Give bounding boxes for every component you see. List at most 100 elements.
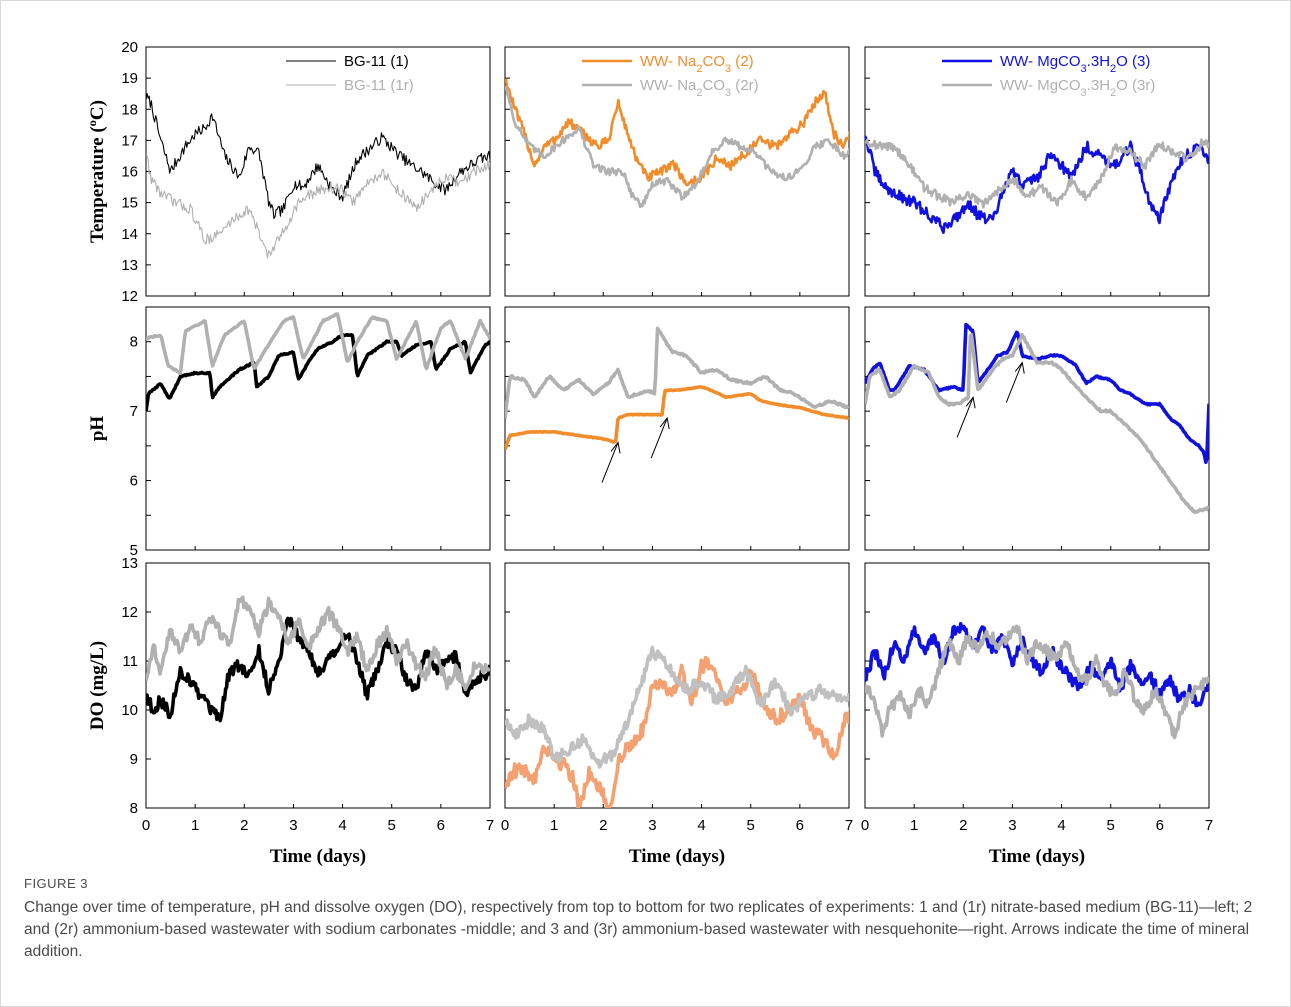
- plot-frame: [504, 46, 850, 297]
- x-tick-label: 2: [959, 817, 967, 834]
- series-line: [865, 624, 1209, 740]
- panel-ph-3: [864, 306, 1210, 551]
- x-tick-label: 3: [648, 817, 656, 834]
- y-tick-label: 16: [121, 164, 138, 181]
- x-tick-label: 7: [486, 817, 494, 834]
- arrow-head: [659, 416, 670, 430]
- y-tick-label: 14: [121, 226, 138, 243]
- y-tick-label: 10: [121, 702, 138, 719]
- series-line: [505, 85, 849, 209]
- y-axis-label: DO (mg/L): [87, 641, 108, 730]
- series-line: [505, 645, 849, 769]
- series-line: [865, 621, 1209, 708]
- panel-do-3: 0 1 2 3 4 5 6 7 Time (days): [861, 562, 1213, 867]
- y-tick-label: 11: [122, 653, 138, 670]
- x-tick-label: 3: [1008, 817, 1016, 834]
- series-line: [146, 595, 490, 692]
- legend-label: BG-11 (1r): [344, 77, 414, 94]
- series-line: [146, 92, 490, 219]
- panel-ph-2: [504, 306, 850, 551]
- mineral-addition-arrow: [956, 397, 974, 438]
- y-tick-label: 6: [130, 473, 138, 490]
- series-line: [146, 616, 490, 723]
- y-tick-label: 8: [130, 800, 138, 817]
- plot-frame: [864, 562, 1210, 809]
- legend-label: WW- MgCO3.3H2O (3): [1000, 53, 1150, 75]
- x-tick-label: 4: [338, 817, 346, 834]
- legend-label: WW- Na2CO3 (2): [640, 53, 754, 75]
- mineral-addition-arrow: [650, 417, 668, 459]
- x-tick-label: 6: [796, 817, 804, 834]
- figure-caption-block: FIGURE 3 Change over time of temperature…: [24, 876, 1269, 963]
- x-tick-label: 7: [845, 817, 853, 834]
- x-tick-label: 6: [437, 817, 445, 834]
- arrow-head: [1014, 361, 1025, 374]
- mineral-addition-arrow: [601, 442, 619, 483]
- figure-caption: Change over time of temperature, pH and …: [24, 899, 1253, 960]
- x-axis-label: Time (days): [270, 846, 366, 867]
- x-tick-label: 4: [697, 817, 705, 834]
- x-tick-label: 2: [599, 817, 607, 834]
- series-line: [505, 655, 849, 808]
- y-tick-label: 19: [121, 70, 138, 87]
- series-line: [865, 135, 1209, 234]
- x-tick-label: 4: [1057, 817, 1065, 834]
- x-axis-label: Time (days): [629, 846, 725, 867]
- x-tick-label: 0: [861, 817, 869, 834]
- plot-frame: [145, 306, 491, 551]
- x-tick-label: 1: [910, 817, 918, 834]
- x-tick-label: 2: [240, 817, 248, 834]
- x-tick-label: 3: [289, 817, 297, 834]
- plot-frame: [504, 306, 850, 551]
- y-tick-label: 7: [130, 403, 138, 420]
- x-tick-label: 5: [1107, 817, 1115, 834]
- series-line: [505, 78, 849, 187]
- mineral-addition-arrow: [1005, 362, 1023, 403]
- plot-frame: [145, 46, 491, 297]
- plot-frame: [864, 306, 1210, 551]
- y-tick-label: 9: [130, 751, 138, 768]
- series-line: [146, 312, 490, 376]
- y-axis-label: pH: [87, 416, 108, 442]
- series-line: [505, 326, 849, 419]
- arrow-head: [965, 396, 976, 409]
- plot-frame: [145, 562, 491, 809]
- panel-do-2: 0 1 2 3 4 5 6 7 Time (days): [501, 562, 853, 867]
- x-tick-label: 5: [747, 817, 755, 834]
- series-line: [505, 385, 849, 451]
- x-tick-label: 0: [142, 817, 150, 834]
- y-tick-label: 5: [130, 542, 138, 559]
- x-tick-label: 1: [191, 817, 199, 834]
- legend-label: WW- MgCO3.3H2O (3r): [1000, 77, 1155, 99]
- panel-ph-1: 5 6 7 8 pH: [87, 306, 491, 559]
- panel-temperature-2: WW- Na2CO3 (2)WW- Na2CO3 (2r): [504, 46, 850, 297]
- panel-temperature-1: 12 13 14 15 16 17 18 19 20 Temperature (ºC) BG-11 …: [87, 39, 491, 305]
- x-tick-label: 6: [1156, 817, 1164, 834]
- y-tick-label: 17: [121, 132, 138, 149]
- y-axis-label: Temperature (ºC): [87, 100, 108, 243]
- x-tick-label: 7: [1205, 817, 1213, 834]
- plot-frame: [864, 46, 1210, 297]
- legend-label: BG-11 (1): [344, 53, 409, 70]
- x-tick-label: 0: [501, 817, 509, 834]
- y-tick-label: 12: [121, 288, 138, 305]
- x-tick-label: 1: [550, 817, 558, 834]
- legend-label: WW- Na2CO3 (2r): [640, 77, 759, 99]
- series-line: [865, 332, 1209, 515]
- figure-label: FIGURE 3: [24, 876, 88, 891]
- series-line: [146, 155, 490, 259]
- panel-temperature-3: WW- MgCO3.3H2O (3)WW- MgCO3.3H2O (3r): [864, 46, 1210, 297]
- y-tick-label: 13: [121, 257, 138, 274]
- series-line: [865, 138, 1209, 209]
- y-tick-label: 20: [121, 39, 138, 56]
- y-tick-label: 18: [121, 101, 138, 118]
- x-tick-label: 5: [388, 817, 396, 834]
- y-tick-label: 13: [121, 555, 138, 572]
- y-tick-label: 15: [121, 195, 138, 212]
- x-axis-label: Time (days): [989, 846, 1085, 867]
- arrow-head: [610, 441, 621, 454]
- y-tick-label: 12: [121, 604, 138, 621]
